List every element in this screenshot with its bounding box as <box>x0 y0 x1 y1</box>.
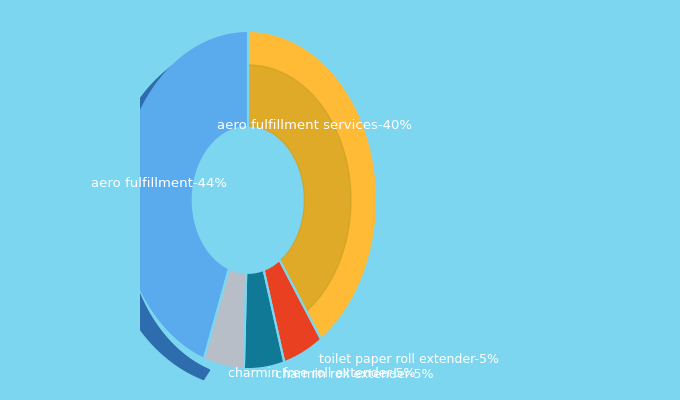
Text: charmin free roll extender-5%: charmin free roll extender-5% <box>228 367 415 380</box>
Polygon shape <box>204 270 246 368</box>
Polygon shape <box>264 261 320 361</box>
Text: aero fulfillment-44%: aero fulfillment-44% <box>90 178 226 190</box>
Text: aero fulfillment services-40%: aero fulfillment services-40% <box>217 119 411 132</box>
Polygon shape <box>104 40 240 380</box>
Text: charmin roll extender-5%: charmin roll extender-5% <box>275 368 433 382</box>
Polygon shape <box>248 65 351 311</box>
Text: toilet paper roll extender-5%: toilet paper roll extender-5% <box>320 353 499 366</box>
Polygon shape <box>120 32 248 358</box>
Polygon shape <box>248 32 376 338</box>
Polygon shape <box>244 271 284 368</box>
